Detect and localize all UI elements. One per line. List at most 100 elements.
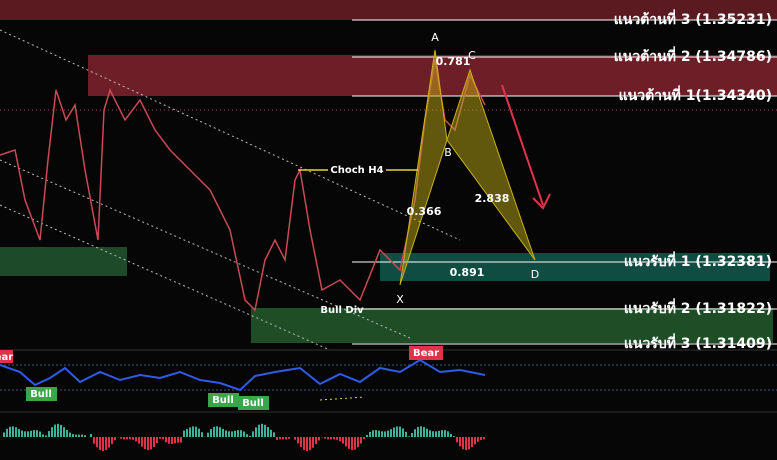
histogram-bar	[453, 436, 455, 437]
histogram-bar	[138, 437, 140, 444]
pattern-xab	[399, 49, 448, 286]
bear-tag	[409, 346, 443, 360]
bull-tag	[208, 393, 239, 407]
histogram-bar	[351, 437, 353, 451]
bear-label: Bear	[413, 348, 439, 359]
histogram-bar	[252, 431, 254, 437]
histogram-bar	[228, 431, 230, 437]
histogram-bar	[468, 437, 470, 450]
resistance-label: แนวต้านที่ 1(1.34340)	[619, 85, 772, 104]
choch-bg	[328, 162, 386, 177]
histogram-bar	[423, 427, 425, 437]
histogram-bar	[177, 437, 179, 443]
histogram-bar	[54, 424, 56, 437]
histogram-bar	[72, 434, 74, 437]
histogram-bar	[354, 437, 356, 450]
histogram-bar	[411, 433, 413, 437]
histogram-bar	[279, 437, 281, 440]
histogram-bar	[477, 437, 479, 442]
histogram-bar	[384, 431, 386, 437]
resistance-zone-top	[0, 0, 777, 20]
histogram-bar	[162, 437, 164, 440]
histogram-bar	[465, 437, 467, 451]
histogram-bar	[393, 427, 395, 437]
histogram-bar	[141, 437, 143, 447]
histogram-bar	[267, 427, 269, 437]
bull-label: Bull	[242, 398, 264, 409]
support-label: แนวรับที่ 1 (1.32381)	[624, 251, 772, 270]
histogram-bar	[312, 437, 314, 448]
histogram-bar	[345, 437, 347, 447]
arrow-head	[532, 193, 551, 210]
histogram-bar	[36, 430, 38, 437]
choch-label: Choch H4	[330, 165, 383, 176]
histogram-bar	[456, 437, 458, 443]
histogram-bar	[462, 437, 464, 450]
point-label: D	[531, 268, 539, 281]
histogram-bar	[66, 430, 68, 437]
histogram-bar	[27, 431, 29, 437]
point-label: C	[468, 49, 476, 62]
histogram-bar	[195, 426, 197, 437]
support-label: แนวรับที่ 2 (1.31822)	[624, 298, 772, 317]
histogram-bar	[39, 431, 41, 437]
histogram-bar	[6, 428, 8, 437]
histogram-bar	[471, 437, 473, 448]
histogram-bar	[201, 432, 203, 437]
channel-lines	[0, 29, 461, 351]
histogram-bar	[174, 437, 176, 444]
histogram-bar	[327, 437, 329, 440]
histogram-bar	[153, 437, 155, 448]
histogram-bar	[399, 426, 401, 437]
histogram-bar	[219, 427, 221, 437]
histogram-bar	[3, 432, 5, 437]
histogram-bar	[234, 430, 236, 437]
histogram-bar	[441, 430, 443, 437]
histogram-bar	[210, 429, 212, 437]
histogram-bar	[192, 426, 194, 437]
histogram-bar	[270, 429, 272, 437]
histogram-bar	[438, 430, 440, 437]
histogram-bar	[159, 437, 161, 439]
histogram-bar	[372, 430, 374, 437]
histogram-bar	[171, 437, 173, 444]
histogram-bar	[255, 427, 257, 437]
histogram-bar	[309, 437, 311, 451]
point-label: X	[396, 293, 404, 306]
histogram-bar	[120, 437, 122, 439]
arrow	[501, 84, 544, 206]
histogram-bar	[180, 437, 182, 443]
support-zone-left	[0, 247, 127, 276]
histogram-bar	[9, 426, 11, 437]
histogram-bar	[426, 428, 428, 437]
histogram-bar	[363, 437, 365, 440]
histogram-bar	[102, 437, 104, 451]
histogram-bar	[333, 437, 335, 440]
histogram-bar	[369, 431, 371, 437]
bull-label: Bull	[30, 389, 52, 400]
histogram-bar	[108, 437, 110, 448]
histogram-bar	[126, 437, 128, 440]
histogram-bar	[15, 427, 17, 437]
histogram-bar	[288, 437, 290, 439]
ratio-label: 2.838	[475, 192, 510, 205]
histogram-bar	[339, 437, 341, 442]
histogram-bar	[48, 431, 50, 437]
point-label: A	[431, 31, 439, 44]
histogram-bar	[366, 434, 368, 437]
histogram-bar	[183, 430, 185, 437]
ratio-label: 0.891	[450, 266, 485, 279]
histogram-bar	[240, 430, 242, 437]
histogram-bar	[417, 426, 419, 437]
histogram-bar	[450, 434, 452, 437]
histogram-bar	[297, 437, 299, 444]
histogram-bar	[294, 437, 296, 440]
histogram-bar	[213, 426, 215, 437]
histogram-bar	[375, 430, 377, 437]
histogram-bar	[315, 437, 317, 445]
histogram-bar	[129, 437, 131, 440]
histogram-bar	[111, 437, 113, 444]
histogram-bar	[150, 437, 152, 450]
histogram-bar	[342, 437, 344, 444]
